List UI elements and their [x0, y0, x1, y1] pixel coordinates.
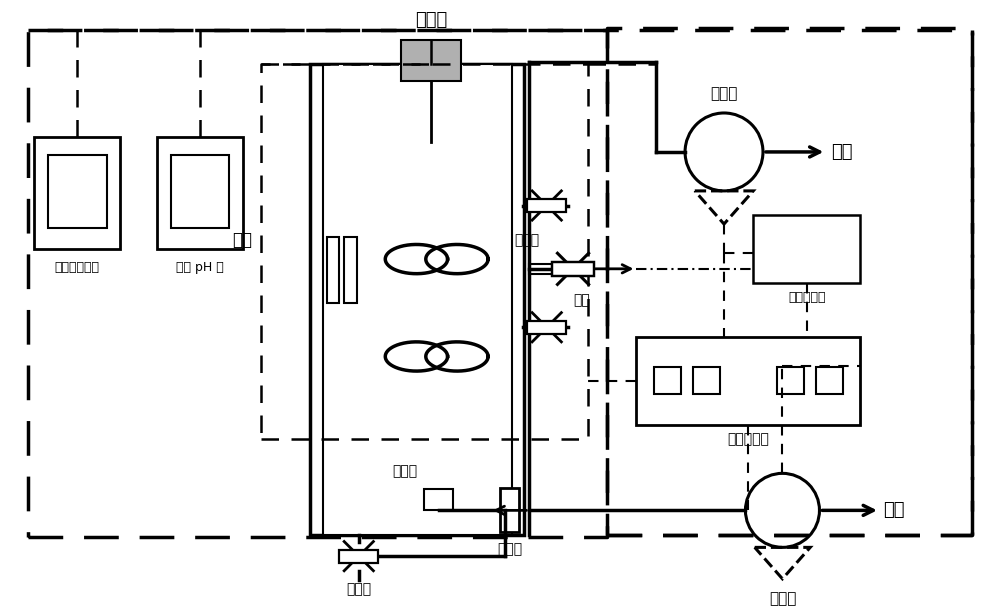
Text: 放空阀: 放空阀: [346, 582, 371, 596]
Bar: [753, 215, 860, 284]
Bar: [654, 367, 681, 395]
Bar: [527, 321, 566, 334]
Bar: [816, 367, 843, 395]
Bar: [34, 138, 120, 249]
Text: 在线溶解氧仪: 在线溶解氧仪: [55, 261, 100, 274]
Bar: [527, 199, 566, 212]
Bar: [693, 367, 720, 395]
Bar: [424, 489, 453, 510]
Bar: [327, 237, 339, 303]
Bar: [323, 64, 512, 534]
Bar: [339, 550, 378, 563]
Text: 水浴: 水浴: [232, 231, 252, 248]
Text: 时间控制器: 时间控制器: [727, 433, 769, 447]
Text: 进水: 进水: [831, 143, 853, 161]
Bar: [529, 264, 566, 274]
Text: 在线 pH 仪: 在线 pH 仪: [176, 261, 224, 274]
Text: 电磁阀: 电磁阀: [515, 233, 540, 247]
Bar: [777, 367, 804, 395]
Text: 进水泵: 进水泵: [710, 86, 738, 101]
Bar: [344, 237, 357, 303]
Text: 空压机: 空压机: [769, 591, 796, 606]
Text: 液位控制器: 液位控制器: [788, 291, 826, 304]
Bar: [401, 40, 461, 81]
Bar: [500, 488, 519, 532]
Text: 流量计: 流量计: [497, 542, 522, 556]
Bar: [310, 64, 524, 534]
Bar: [171, 155, 229, 228]
Text: 搅拌器: 搅拌器: [415, 11, 447, 28]
Bar: [636, 337, 860, 425]
Text: 曝气头: 曝气头: [392, 464, 417, 478]
Bar: [157, 138, 243, 249]
Bar: [48, 155, 107, 228]
Text: 出水: 出水: [573, 293, 590, 307]
Text: 空气: 空气: [883, 501, 904, 519]
Bar: [552, 262, 594, 276]
